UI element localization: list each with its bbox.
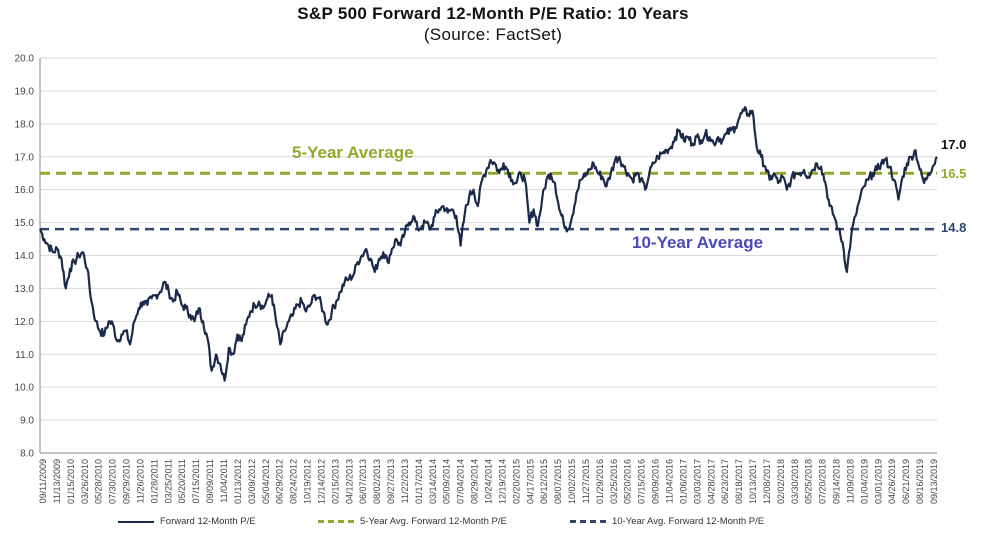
x-tick-label: 04/12/2013 <box>344 459 354 504</box>
x-tick-label: 02/15/2013 <box>330 459 340 504</box>
forward-pe-series-line <box>38 106 938 382</box>
y-tick-label: 17.0 <box>15 152 35 163</box>
legend-label-5yr-avg: 5-Year Avg. Forward 12-Month P/E <box>360 516 507 527</box>
x-tick-label: 07/15/2011 <box>191 459 201 503</box>
y-tick-label: 14.0 <box>15 251 35 262</box>
x-tick-label: 04/17/2015 <box>525 459 535 504</box>
x-tick-label: 07/15/2016 <box>637 459 647 504</box>
x-tick-label: 11/09/2018 <box>845 459 855 503</box>
x-tick-label: 10/19/2012 <box>303 459 313 504</box>
x-tick-label: 05/25/2018 <box>804 459 814 504</box>
x-tick-label: 08/29/2014 <box>470 459 480 504</box>
x-tick-label: 10/24/2014 <box>484 459 494 504</box>
x-tick-label: 05/28/2010 <box>94 459 104 504</box>
y-tick-label: 10.0 <box>15 383 35 394</box>
x-tick-label: 02/20/2015 <box>511 459 521 504</box>
x-tick-label: 09/13/2019 <box>929 459 939 504</box>
y-tick-label: 18.0 <box>15 119 35 130</box>
x-tick-label: 08/16/2019 <box>915 459 925 504</box>
x-tick-label: 08/07/2015 <box>553 459 563 504</box>
legend-label-forward-pe: Forward 12-Month P/E <box>160 516 256 527</box>
y-tick-label: 9.0 <box>20 416 34 427</box>
five-year-average-annotation: 5-Year Average <box>292 143 414 162</box>
x-tick-label: 07/20/2018 <box>818 459 828 504</box>
x-tick-label: 03/25/2011 <box>163 459 173 503</box>
y-tick-label: 12.0 <box>15 317 35 328</box>
legend-swatch-10yr-avg <box>570 520 606 523</box>
x-tick-label: 10/13/2017 <box>748 459 758 504</box>
x-tick-label: 11/22/2013 <box>400 459 410 503</box>
y-tick-label: 8.0 <box>20 449 34 460</box>
x-tick-label: 11/27/2015 <box>581 459 591 503</box>
x-tick-label: 06/23/2017 <box>720 459 730 504</box>
x-tick-label: 09/09/2016 <box>651 459 661 504</box>
x-tick-label: 06/29/2012 <box>275 459 285 504</box>
x-tick-label: 09/14/2018 <box>832 459 842 504</box>
x-tick-label: 01/13/2012 <box>233 459 243 504</box>
x-tick-label: 05/09/2014 <box>442 459 452 504</box>
x-tick-label: 03/25/2016 <box>609 459 619 504</box>
x-tick-label: 05/04/2012 <box>261 459 271 504</box>
end-label: 17.0 <box>941 137 966 152</box>
x-tick-label: 01/29/2016 <box>595 459 605 504</box>
legend-item-10yr-avg: 10-Year Avg. Forward 12-Month P/E <box>570 516 764 527</box>
x-tick-label: 04/28/2017 <box>706 459 716 504</box>
x-tick-label: 03/03/2017 <box>692 459 702 504</box>
x-tick-label: 08/02/2013 <box>372 459 382 504</box>
x-tick-label: 01/15/2010 <box>66 459 76 504</box>
x-tick-label: 12/19/2014 <box>497 459 507 504</box>
x-tick-label: 05/20/2011 <box>177 459 187 503</box>
x-tick-label: 03/01/2019 <box>873 459 883 504</box>
x-tick-label: 06/12/2015 <box>539 459 549 504</box>
x-tick-label: 07/30/2010 <box>108 459 118 504</box>
legend-swatch-5yr-avg <box>318 520 354 523</box>
y-tick-label: 19.0 <box>15 86 35 97</box>
x-tick-label: 06/07/2013 <box>358 459 368 504</box>
x-tick-label: 05/20/2016 <box>623 459 633 504</box>
x-tick-label: 09/09/2011 <box>205 459 215 503</box>
x-tick-label: 08/24/2012 <box>289 459 299 504</box>
x-tick-label: 08/18/2017 <box>734 459 744 504</box>
x-tick-label: 04/26/2019 <box>887 459 897 504</box>
x-tick-label: 12/14/2012 <box>316 459 326 504</box>
x-tick-label: 06/21/2019 <box>901 459 911 504</box>
x-tick-label: 11/26/2010 <box>135 459 145 503</box>
chart-title: S&P 500 Forward 12-Month P/E Ratio: 10 Y… <box>297 4 689 23</box>
legend-swatch-forward-pe <box>118 520 154 523</box>
x-tick-label: 09/11/2009 <box>38 459 48 503</box>
y-tick-label: 13.0 <box>15 284 35 295</box>
y-tick-label: 20.0 <box>15 54 35 65</box>
legend-item-5yr-avg: 5-Year Avg. Forward 12-Month P/E <box>318 516 507 527</box>
x-tick-label: 11/13/2009 <box>52 459 62 503</box>
end-label: 16.5 <box>941 166 966 181</box>
x-tick-label: 03/26/2010 <box>80 459 90 504</box>
x-tick-label: 01/17/2014 <box>414 459 424 504</box>
ten-year-average-annotation: 10-Year Average <box>632 233 763 252</box>
legend-item-forward-pe: Forward 12-Month P/E <box>118 516 256 527</box>
x-tick-label: 10/02/2015 <box>567 459 577 504</box>
x-tick-label: 07/04/2014 <box>456 459 466 504</box>
y-tick-label: 15.0 <box>15 218 35 229</box>
x-tick-label: 12/08/2017 <box>762 459 772 504</box>
y-tick-label: 16.0 <box>15 185 35 196</box>
x-tick-label: 01/04/2019 <box>859 459 869 504</box>
x-tick-label: 03/30/2018 <box>790 459 800 504</box>
chart-subtitle: (Source: FactSet) <box>423 25 563 44</box>
legend: Forward 12-Month P/E 5-Year Avg. Forward… <box>0 516 986 532</box>
x-tick-label: 09/27/2013 <box>386 459 396 504</box>
legend-label-10yr-avg: 10-Year Avg. Forward 12-Month P/E <box>612 516 765 527</box>
end-label: 14.8 <box>941 220 966 235</box>
x-tick-label: 11/04/2011 <box>219 459 229 503</box>
x-tick-label: 03/14/2014 <box>428 459 438 504</box>
x-tick-label: 09/29/2010 <box>122 459 132 504</box>
x-tick-label: 02/02/2018 <box>776 459 786 504</box>
x-tick-label: 01/06/2017 <box>678 459 688 504</box>
y-tick-label: 11.0 <box>15 350 34 361</box>
x-tick-label: 03/09/2012 <box>247 459 257 504</box>
x-tick-label: 11/04/2016 <box>664 459 674 503</box>
x-tick-label: 01/28/2011 <box>149 459 159 503</box>
